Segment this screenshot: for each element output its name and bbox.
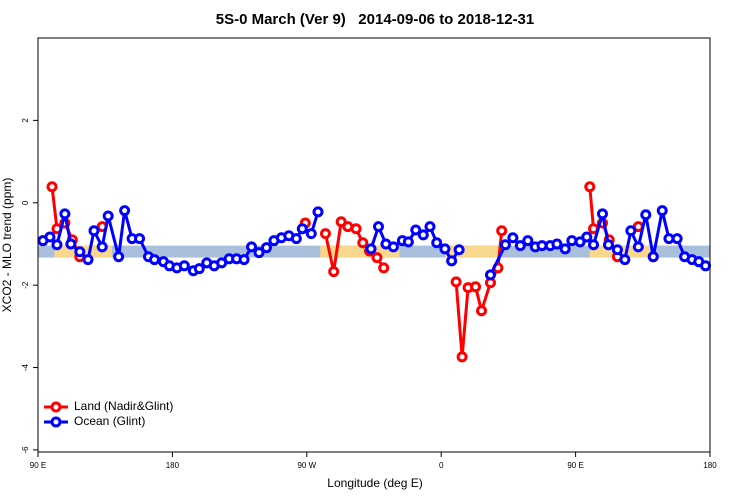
data-point xyxy=(640,209,652,221)
chart-title: 5S-0 March (Ver 9) 2014-09-06 to 2018-12… xyxy=(216,11,535,28)
y-tick-label: 0 xyxy=(21,200,30,205)
data-point xyxy=(260,242,272,254)
data-point xyxy=(507,232,519,244)
data-point xyxy=(566,235,578,247)
data-point xyxy=(113,251,125,263)
data-point xyxy=(450,276,462,288)
data-point xyxy=(372,221,384,233)
data-point xyxy=(246,241,258,253)
data-point xyxy=(44,231,56,243)
land-band xyxy=(320,245,400,258)
data-point xyxy=(290,233,302,245)
data-point xyxy=(431,237,443,249)
land-band xyxy=(444,245,500,258)
data-point xyxy=(102,210,114,222)
data-point xyxy=(51,239,63,251)
data-point xyxy=(82,254,94,266)
data-point xyxy=(371,252,383,264)
series-line xyxy=(50,186,619,359)
data-point xyxy=(625,225,637,237)
data-point xyxy=(387,241,399,253)
y-tick-label: 2 xyxy=(21,118,30,123)
data-point xyxy=(671,233,683,245)
x-tick-label: 180 xyxy=(703,461,717,470)
data-point xyxy=(357,237,369,249)
y-tick-label: -6 xyxy=(21,446,30,454)
data-point xyxy=(496,225,508,237)
data-point xyxy=(119,205,131,217)
data-point xyxy=(596,208,608,220)
data-point xyxy=(335,216,347,228)
data-point xyxy=(238,254,250,266)
legend-label: Ocean (Glint) xyxy=(74,414,145,428)
data-point xyxy=(134,233,146,245)
legend-label: Land (Nadir&Glint) xyxy=(74,399,173,413)
data-point xyxy=(305,228,317,240)
data-point xyxy=(365,243,377,255)
plot-frame xyxy=(37,37,711,453)
data-point xyxy=(551,238,563,250)
data-point xyxy=(59,208,71,220)
data-point xyxy=(476,305,488,317)
data-point xyxy=(46,181,58,193)
data-point xyxy=(514,240,526,252)
data-point xyxy=(74,246,86,258)
y-tick-label: -4 xyxy=(21,363,30,371)
data-point xyxy=(96,241,108,253)
data-point xyxy=(559,243,571,255)
legend-marker xyxy=(50,401,62,413)
data-point xyxy=(446,255,458,267)
y-axis-label: XCO2 - MLO trend (ppm) xyxy=(0,178,14,313)
data-point xyxy=(632,241,644,253)
data-point xyxy=(296,223,308,235)
data-point xyxy=(611,244,623,256)
data-point xyxy=(402,236,414,248)
data-point xyxy=(470,281,482,293)
data-point xyxy=(647,251,659,263)
x-axis-label: Longitude (deg E) xyxy=(327,476,422,490)
data-point xyxy=(350,223,362,235)
data-point xyxy=(499,239,511,251)
data-point xyxy=(410,224,422,236)
data-point xyxy=(424,221,436,233)
data-point xyxy=(88,225,100,237)
data-point xyxy=(581,231,593,243)
data-point xyxy=(700,260,712,272)
data-point xyxy=(178,260,190,272)
data-point xyxy=(588,239,600,251)
data-point xyxy=(484,269,496,281)
data-point xyxy=(378,262,390,274)
data-point xyxy=(619,254,631,266)
data-point xyxy=(148,254,160,266)
data-point xyxy=(253,247,265,259)
data-point xyxy=(417,229,429,241)
data-point xyxy=(656,205,668,217)
x-tick-label: 90 W xyxy=(297,461,316,470)
data-point xyxy=(574,236,586,248)
y-tick-label: -2 xyxy=(21,281,30,289)
data-point xyxy=(453,244,465,256)
data-point xyxy=(522,235,534,247)
x-tick-label: 0 xyxy=(439,461,444,470)
data-point xyxy=(319,228,331,240)
data-point xyxy=(584,181,596,193)
data-point xyxy=(439,243,451,255)
data-point xyxy=(193,263,205,275)
x-tick-label: 180 xyxy=(166,461,180,470)
data-point xyxy=(456,351,468,363)
x-tick-label: 90 E xyxy=(30,461,46,470)
data-point xyxy=(312,206,324,218)
legend-marker xyxy=(50,416,62,428)
data-point xyxy=(328,266,340,278)
data-point xyxy=(65,238,77,250)
x-tick-label: 90 E xyxy=(567,461,583,470)
data-point xyxy=(602,239,614,251)
